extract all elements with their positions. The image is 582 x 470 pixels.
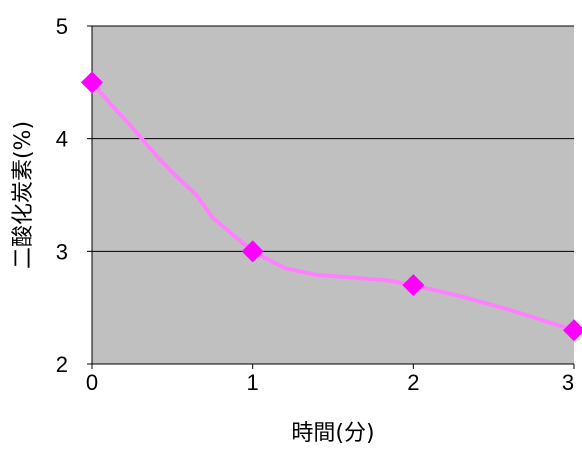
y-tick-label: 4 bbox=[56, 127, 68, 152]
data-point-marker bbox=[563, 319, 582, 342]
data-point-marker bbox=[241, 240, 264, 263]
y-tick-labels: 2 3 4 5 bbox=[56, 14, 68, 377]
y-tick-label: 2 bbox=[56, 352, 68, 377]
x-axis-label: 時間(分) bbox=[291, 421, 374, 446]
plot-area bbox=[92, 26, 574, 364]
x-tick-label: 3 bbox=[562, 370, 574, 395]
data-point-marker bbox=[81, 71, 103, 94]
x-tick-label: 2 bbox=[407, 370, 419, 395]
x-tick-labels: 0 1 2 3 bbox=[86, 370, 574, 395]
x-tick-label: 1 bbox=[247, 370, 259, 395]
series-markers bbox=[81, 71, 582, 342]
gridlines bbox=[92, 25, 574, 252]
y-axis-label: 二酸化炭素(%) bbox=[11, 121, 36, 269]
data-point-marker bbox=[402, 274, 425, 297]
y-tick-label: 5 bbox=[56, 14, 68, 39]
x-tick-label: 0 bbox=[86, 370, 98, 395]
y-tick-label: 3 bbox=[56, 239, 68, 264]
